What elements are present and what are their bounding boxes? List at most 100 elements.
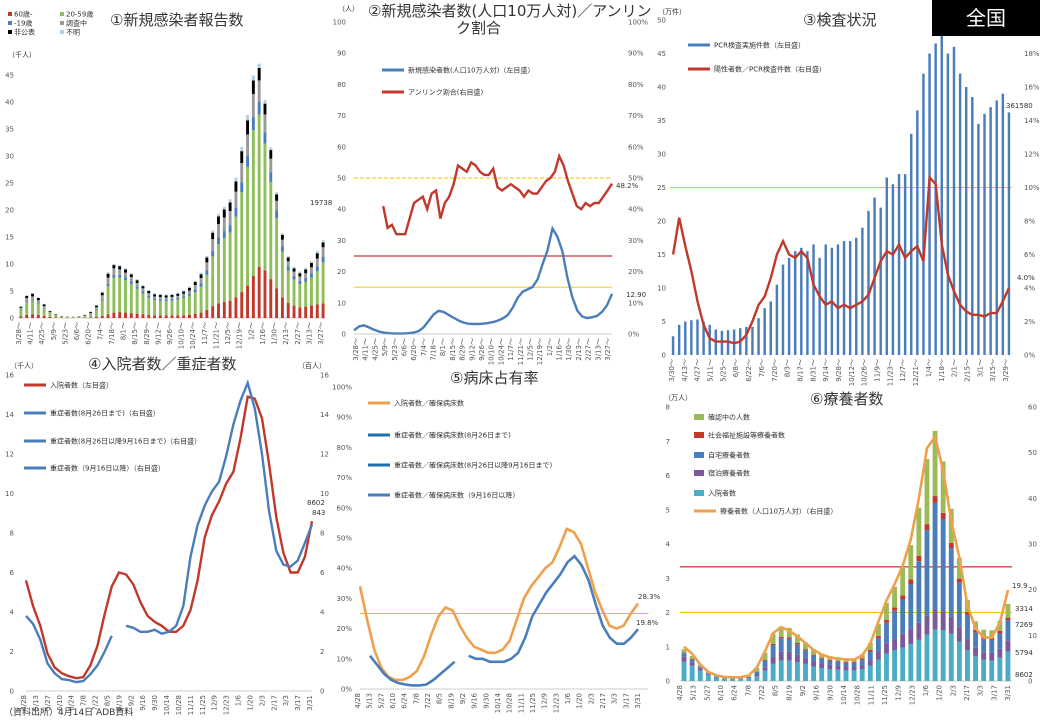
x-tick-label: 11/9～ xyxy=(874,359,882,382)
y-tick-label: 20 xyxy=(657,218,666,226)
bar-segment xyxy=(234,297,238,318)
bar-segment xyxy=(924,615,930,635)
bar-pcr-tests xyxy=(983,113,986,355)
bar-segment xyxy=(31,293,34,294)
y-tick-label: 10 xyxy=(1028,632,1037,640)
y-tick-label: 0 xyxy=(662,352,666,360)
bar-segment xyxy=(705,674,711,681)
bar-segment xyxy=(141,286,145,289)
bar-segment xyxy=(310,273,313,278)
x-tick-label: 2/3 xyxy=(587,693,595,704)
bar-segment xyxy=(129,283,133,314)
bar-segment xyxy=(286,257,290,262)
y-tick-label: 16% xyxy=(1024,84,1040,92)
x-tick-label: 11/25 xyxy=(199,695,207,715)
bar-segment xyxy=(900,647,906,681)
y-tick-label: 8 xyxy=(10,530,14,538)
x-tick-label: 11/7～ xyxy=(201,322,209,345)
x-tick-label: 6/24 xyxy=(731,684,739,700)
bar-segment xyxy=(228,232,232,301)
x-tick-label: 6/6～ xyxy=(73,322,81,340)
bar-segment xyxy=(222,231,226,239)
bar-segment xyxy=(770,645,776,658)
bar-pcr-tests xyxy=(671,336,675,355)
bar-segment xyxy=(118,274,122,278)
bar-segment xyxy=(19,306,23,308)
bar-segment xyxy=(158,299,162,301)
bar-segment xyxy=(754,671,760,675)
x-tick-label: 5/13 xyxy=(366,693,374,709)
x-tick-label: 6/24 xyxy=(68,694,76,710)
y-tick-label: 12 xyxy=(5,451,14,459)
bar-segment xyxy=(124,312,127,318)
y-tick-label: 35 xyxy=(657,117,666,125)
bar-segment xyxy=(48,313,52,317)
y-tick-label: 35 xyxy=(5,126,14,134)
bar-segment xyxy=(257,102,261,115)
bar-segment xyxy=(251,93,255,118)
bar-segment xyxy=(228,199,232,203)
bar-segment xyxy=(112,312,116,318)
y-tick-label: 12% xyxy=(1024,151,1040,159)
bar-segment xyxy=(25,298,29,302)
x-tick-label: 7/22 xyxy=(424,693,432,709)
y-tick-label: 50% xyxy=(628,175,644,183)
bar-segment xyxy=(932,629,938,681)
legend-entry: 療養者数（人口10万人対）（右目盛） xyxy=(720,507,837,516)
y-tick-label: 6 xyxy=(320,569,325,577)
x-tick-label: 12/23 xyxy=(223,695,231,715)
y-tick-label: 20% xyxy=(628,268,644,276)
x-tick-label: 1/16～ xyxy=(556,338,564,361)
bar-segment xyxy=(1005,617,1011,621)
bar-segment xyxy=(246,166,249,286)
bar-segment xyxy=(118,265,122,267)
bar-segment xyxy=(843,662,849,667)
bar-segment xyxy=(129,313,133,318)
bar-segment xyxy=(851,670,857,681)
y-tick-label: 40% xyxy=(628,206,644,214)
bar-segment xyxy=(135,282,139,287)
x-tick-label: 12/9 xyxy=(211,695,219,711)
bar-segment xyxy=(298,283,302,308)
bar-segment xyxy=(89,317,93,318)
y-tick-label: 0 xyxy=(10,315,14,323)
bar-pcr-tests xyxy=(800,247,803,355)
y-tick-label: 3 xyxy=(666,575,670,583)
y-tick-label: 0 xyxy=(10,688,14,696)
bar-segment xyxy=(315,266,319,272)
series-line-positivity xyxy=(671,174,1010,345)
bar-segment xyxy=(187,295,191,315)
x-tick-label: 8/5 xyxy=(103,695,111,706)
bar-segment xyxy=(803,642,808,650)
x-tick-label: 10/10～ xyxy=(488,338,496,365)
x-tick-label: 10/28 xyxy=(506,693,514,713)
series-line-severe-occupancy xyxy=(368,554,639,687)
bar-segment xyxy=(770,663,776,681)
bar-segment xyxy=(54,315,58,318)
bar-segment xyxy=(275,194,279,201)
legend-swatch xyxy=(694,414,704,420)
x-tick-label: 12/7～ xyxy=(899,359,907,382)
y-tick-label: 25 xyxy=(5,180,14,188)
bar-segment xyxy=(275,200,279,211)
y-tick-label: 50 xyxy=(1028,449,1037,457)
x-tick-label: 5/13 xyxy=(690,685,698,701)
y-tick-label: 4% xyxy=(1024,285,1035,293)
bar-segment xyxy=(681,652,687,654)
bar-segment xyxy=(875,651,881,660)
y-axis-unit-right: （百人） xyxy=(298,362,326,370)
bar-pcr-tests xyxy=(855,237,858,355)
bar-segment xyxy=(304,278,308,282)
bar-segment xyxy=(908,644,914,681)
bar-segment xyxy=(182,290,186,292)
bar-segment xyxy=(147,297,151,315)
bar-segment xyxy=(199,274,203,279)
bar-segment xyxy=(843,661,849,663)
bar-segment xyxy=(199,278,203,284)
bar-segment xyxy=(164,297,168,300)
x-tick-label: 9/2 xyxy=(799,685,807,696)
x-tick-label: 2/17 xyxy=(963,685,971,701)
x-tick-label: 8/5 xyxy=(772,685,780,696)
y-tick-label: 10 xyxy=(320,490,329,498)
bar-segment xyxy=(884,602,889,621)
